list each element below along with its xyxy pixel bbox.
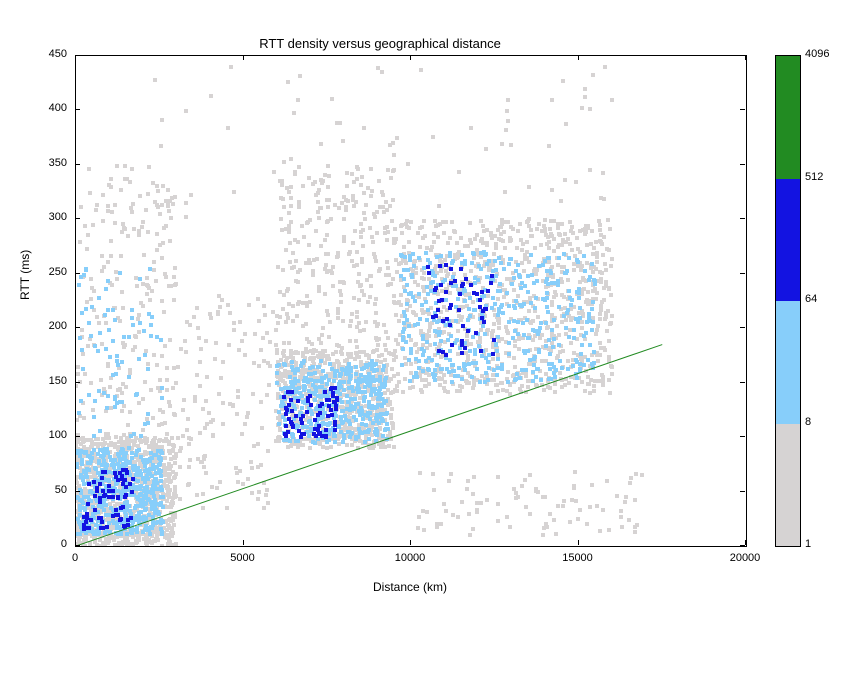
x-tick-label: 20000 [720, 552, 770, 564]
y-tick-label: 450 [27, 48, 67, 60]
colorbar [775, 55, 801, 547]
colorbar-tick-label: 512 [805, 171, 823, 183]
x-tick-label: 10000 [385, 552, 435, 564]
y-tick-label: 150 [27, 375, 67, 387]
colorbar-tick-label: 8 [805, 416, 811, 428]
x-tick-label: 0 [50, 552, 100, 564]
x-tick-label: 5000 [218, 552, 268, 564]
y-tick-label: 350 [27, 157, 67, 169]
y-tick-label: 250 [27, 266, 67, 278]
y-tick-label: 200 [27, 320, 67, 332]
x-tick-label: 15000 [553, 552, 603, 564]
chart-container: RTT density versus geographical distance… [0, 0, 845, 673]
y-tick-label: 300 [27, 211, 67, 223]
colorbar-tick-label: 4096 [805, 48, 829, 60]
colorbar-tick-label: 64 [805, 293, 817, 305]
y-tick-label: 50 [27, 484, 67, 496]
y-tick-label: 0 [27, 538, 67, 550]
colorbar-tick-label: 1 [805, 538, 811, 550]
y-tick-label: 400 [27, 102, 67, 114]
x-axis-label: Distance (km) [0, 580, 820, 594]
y-tick-label: 100 [27, 429, 67, 441]
chart-title: RTT density versus geographical distance [0, 36, 760, 51]
plot-area [75, 55, 747, 547]
